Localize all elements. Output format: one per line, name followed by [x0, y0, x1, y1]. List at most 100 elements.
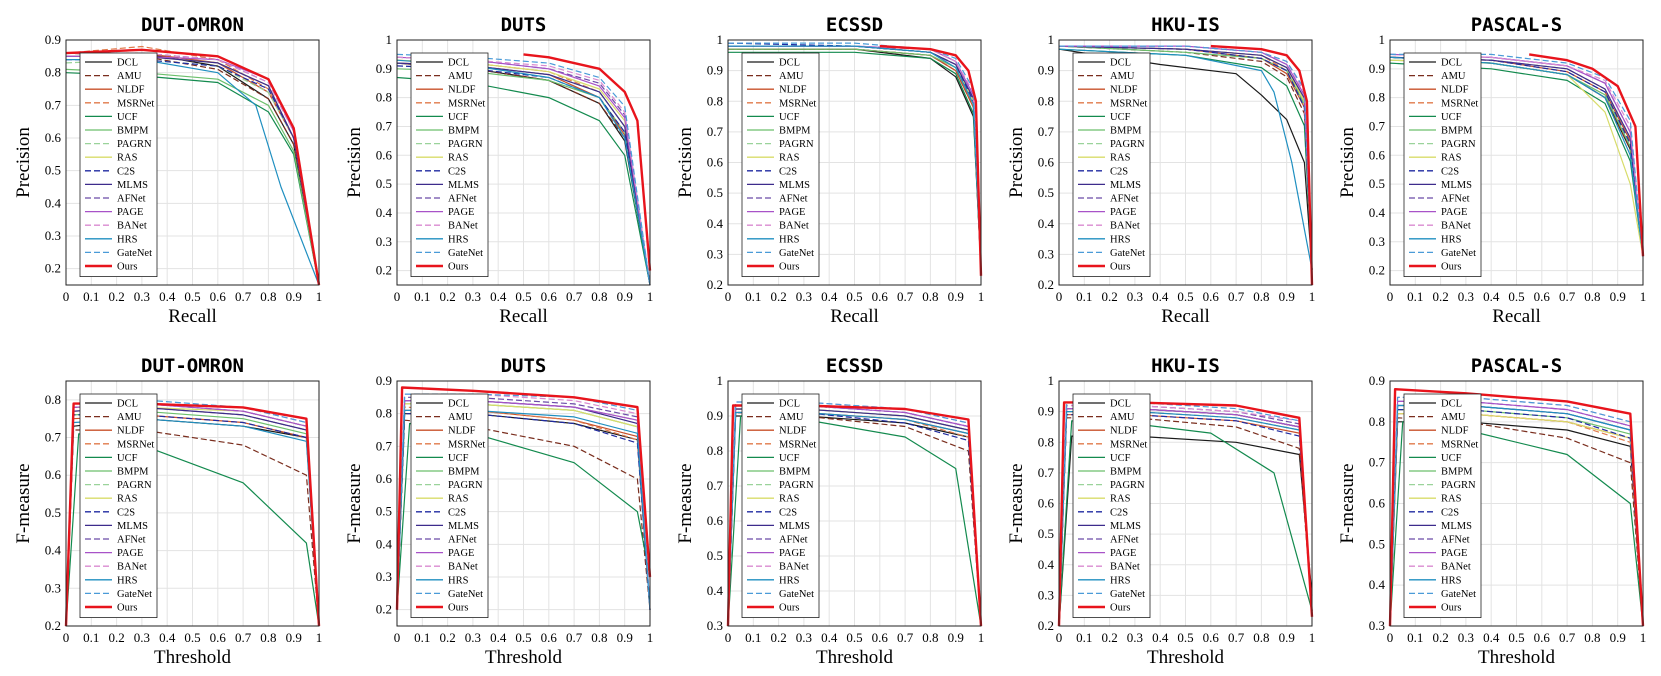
x-tick-label: 0.5: [1508, 289, 1524, 304]
legend-label-ras: RAS: [117, 153, 138, 164]
y-tick-label: 0.7: [1038, 465, 1055, 480]
x-tick-label: 0.8: [922, 630, 938, 645]
legend-label-gatenet: GateNet: [448, 589, 483, 600]
legend-label-ucf: UCF: [1110, 112, 1131, 123]
y-tick-label: 0.8: [1369, 414, 1385, 429]
x-tick-label: 0.6: [1203, 630, 1220, 645]
series-line-msrnet: [1058, 45, 1313, 270]
legend-label-page: PAGE: [1110, 548, 1136, 559]
legend-label-page: PAGE: [1441, 548, 1467, 559]
legend-label-msrnet: MSRNet: [1441, 98, 1478, 109]
y-tick-label: 0.2: [376, 263, 392, 278]
legend-label-ras: RAS: [1110, 494, 1131, 505]
legend-label-nldf: NLDF: [117, 426, 145, 437]
legend-label-c2s: C2S: [117, 166, 135, 177]
y-tick-label: 0.9: [376, 61, 392, 76]
x-tick-label: 0.2: [108, 630, 124, 645]
legend-label-gatenet: GateNet: [1110, 589, 1145, 600]
y-tick-label: 0.5: [1038, 185, 1054, 200]
legend-label-afnet: AFNet: [779, 194, 808, 205]
x-tick-label: 0.5: [515, 630, 531, 645]
y-tick-label: 0.8: [707, 93, 723, 108]
y-tick-label: 1: [717, 32, 724, 47]
x-tick-label: 0.7: [1228, 289, 1245, 304]
series-line-hrs: [1058, 48, 1313, 270]
x-tick-label: 0.9: [948, 630, 964, 645]
legend-label-amu: AMU: [1441, 412, 1466, 423]
y-tick-label: 0.3: [707, 246, 723, 261]
x-tick-label: 0.1: [414, 630, 430, 645]
x-tick-label: 1: [316, 630, 323, 645]
x-tick-label: 0.3: [796, 630, 812, 645]
legend-label-bmpm: BMPM: [1441, 467, 1473, 478]
legend-label-nldf: NLDF: [1110, 426, 1138, 437]
legend-label-pagrn: PAGRN: [779, 139, 814, 150]
series-line-ours: [726, 404, 983, 627]
legend-label-mlms: MLMS: [1110, 521, 1141, 532]
legend-label-pagrn: PAGRN: [117, 139, 152, 150]
x-tick-label: 0.4: [490, 289, 507, 304]
y-tick-label: 0.7: [707, 124, 724, 139]
legend-label-msrnet: MSRNet: [1110, 439, 1147, 450]
legend-label-dcl: DCL: [117, 399, 138, 410]
x-tick-label: 0.3: [1127, 289, 1143, 304]
legend-label-bmpm: BMPM: [779, 467, 811, 478]
y-tick-label: 0.8: [376, 406, 392, 421]
x-tick-label: 0.8: [1253, 289, 1269, 304]
y-tick-label: 0.4: [45, 543, 62, 558]
plot-frame: [1389, 39, 1644, 286]
legend-label-page: PAGE: [448, 548, 474, 559]
panel-hku-is-pr: 0 0.1 0.2 0.3 0.4 0.5 0.6 0.7 0.8 0.9 1 0.2 0.3 0.4 0.…: [1006, 14, 1315, 327]
y-tick-label: 0.5: [45, 163, 61, 178]
x-tick-label: 0.3: [1458, 289, 1474, 304]
legend-label-mlms: MLMS: [448, 521, 479, 532]
plot-frame: [396, 39, 651, 286]
legend-label-c2s: C2S: [1441, 507, 1459, 518]
panel-title: PASCAL-S: [1471, 14, 1563, 36]
x-tick-label: 0.2: [439, 289, 455, 304]
x-tick-label: 0.8: [1584, 630, 1600, 645]
x-tick-label: 0.2: [439, 630, 455, 645]
legend-label-afnet: AFNet: [448, 535, 477, 546]
x-tick-label: 0.6: [872, 630, 889, 645]
legend-label-amu: AMU: [117, 412, 142, 423]
x-tick-label: 0.9: [948, 289, 964, 304]
panel-title: ECSSD: [826, 355, 883, 377]
y-tick-label: 0.5: [45, 505, 61, 520]
legend-label-page: PAGE: [117, 207, 143, 218]
y-tick-label: 0.9: [1038, 63, 1054, 78]
x-tick-label: 0.7: [1559, 630, 1576, 645]
y-tick-label: 0.6: [45, 467, 62, 482]
x-axis-label: Threshold: [154, 647, 232, 668]
y-tick-label: 0.6: [1369, 147, 1386, 162]
x-tick-label: 0.7: [235, 630, 252, 645]
y-tick-label: 0.6: [376, 471, 393, 486]
series-line-ours: [64, 402, 321, 627]
panel-dut-omron-pr: 0 0.1 0.2 0.3 0.4 0.5 0.6 0.7 0.8 0.9 1 0.2 0.3 0.4 0.…: [13, 14, 322, 327]
legend-label-ucf: UCF: [448, 453, 469, 464]
y-axis-label: F-measure: [13, 463, 34, 543]
legend-label-mlms: MLMS: [1110, 180, 1141, 191]
y-tick-label: 1: [386, 32, 393, 47]
y-tick-label: 0.3: [1038, 246, 1054, 261]
y-tick-label: 0.6: [1038, 496, 1055, 511]
legend-label-nldf: NLDF: [448, 426, 476, 437]
series-line-ours: [65, 48, 321, 286]
series-line-ours: [1529, 53, 1645, 257]
x-tick-label: 0.6: [1203, 289, 1220, 304]
legend-label-dcl: DCL: [779, 399, 800, 410]
legend-label-dcl: DCL: [1441, 58, 1462, 69]
x-tick-label: 0.5: [846, 630, 862, 645]
legend-label-ucf: UCF: [779, 453, 800, 464]
y-axis-label: F-measure: [1337, 463, 1358, 543]
y-tick-label: 0.8: [45, 65, 61, 80]
plot-frame: [1058, 380, 1313, 627]
panel-title: DUT-OMRON: [141, 14, 244, 36]
legend-label-ras: RAS: [779, 153, 800, 164]
legend-label-ours: Ours: [1110, 603, 1130, 614]
legend-label-msrnet: MSRNet: [1110, 98, 1147, 109]
x-tick-label: 0: [63, 630, 70, 645]
x-tick-label: 0.7: [1559, 289, 1576, 304]
x-tick-label: 0.3: [1127, 630, 1143, 645]
x-tick-label: 1: [1640, 630, 1647, 645]
